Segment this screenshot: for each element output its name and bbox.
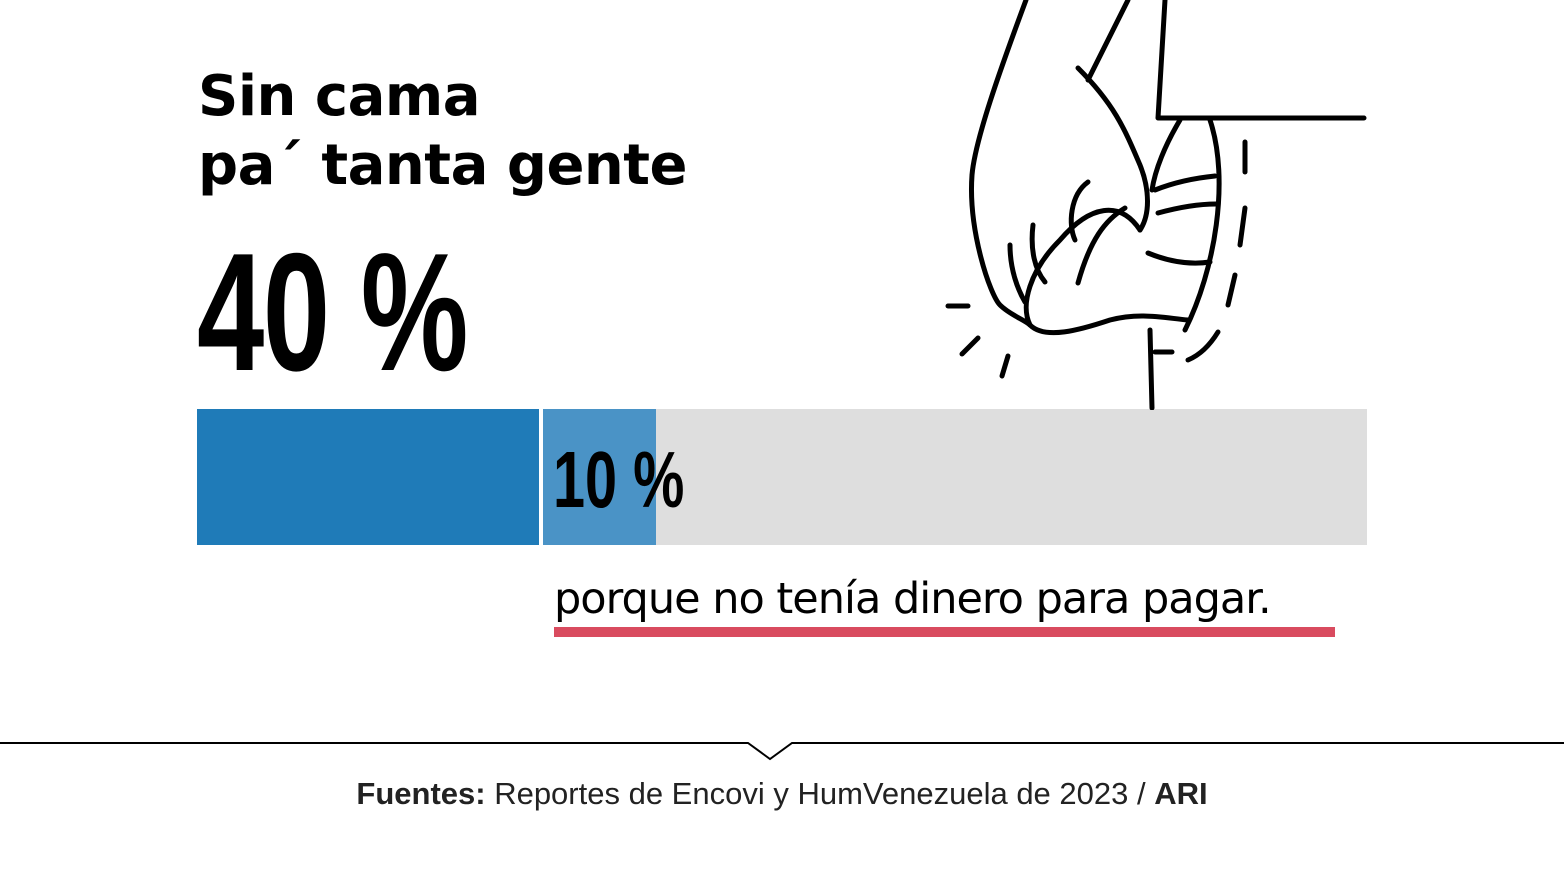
headline-percent: 40 % [197,218,468,406]
source-org: ARI [1154,776,1208,811]
source-note: Fuentes: Reportes de Encovi y HumVenezue… [0,770,1564,818]
title: Sin cama pa´ tanta gente [198,62,688,200]
progress-bar-track [197,409,1367,545]
footer-divider [0,742,1564,761]
secondary-percent: 10 % [553,435,685,524]
hand-pulling-empty-pocket-icon [945,0,1367,410]
source-text: Reportes de Encovi y HumVenezuela de 202… [485,776,1155,811]
caption-underline [554,627,1335,637]
title-line-2: pa´ tanta gente [198,133,688,198]
title-line-1: Sin cama [198,64,481,129]
progress-bar-sub-fill [539,409,656,545]
source-label: Fuentes: [356,776,486,811]
caption-text: porque no tenía dinero para pagar. [554,574,1272,624]
progress-bar-main-fill [197,409,539,545]
